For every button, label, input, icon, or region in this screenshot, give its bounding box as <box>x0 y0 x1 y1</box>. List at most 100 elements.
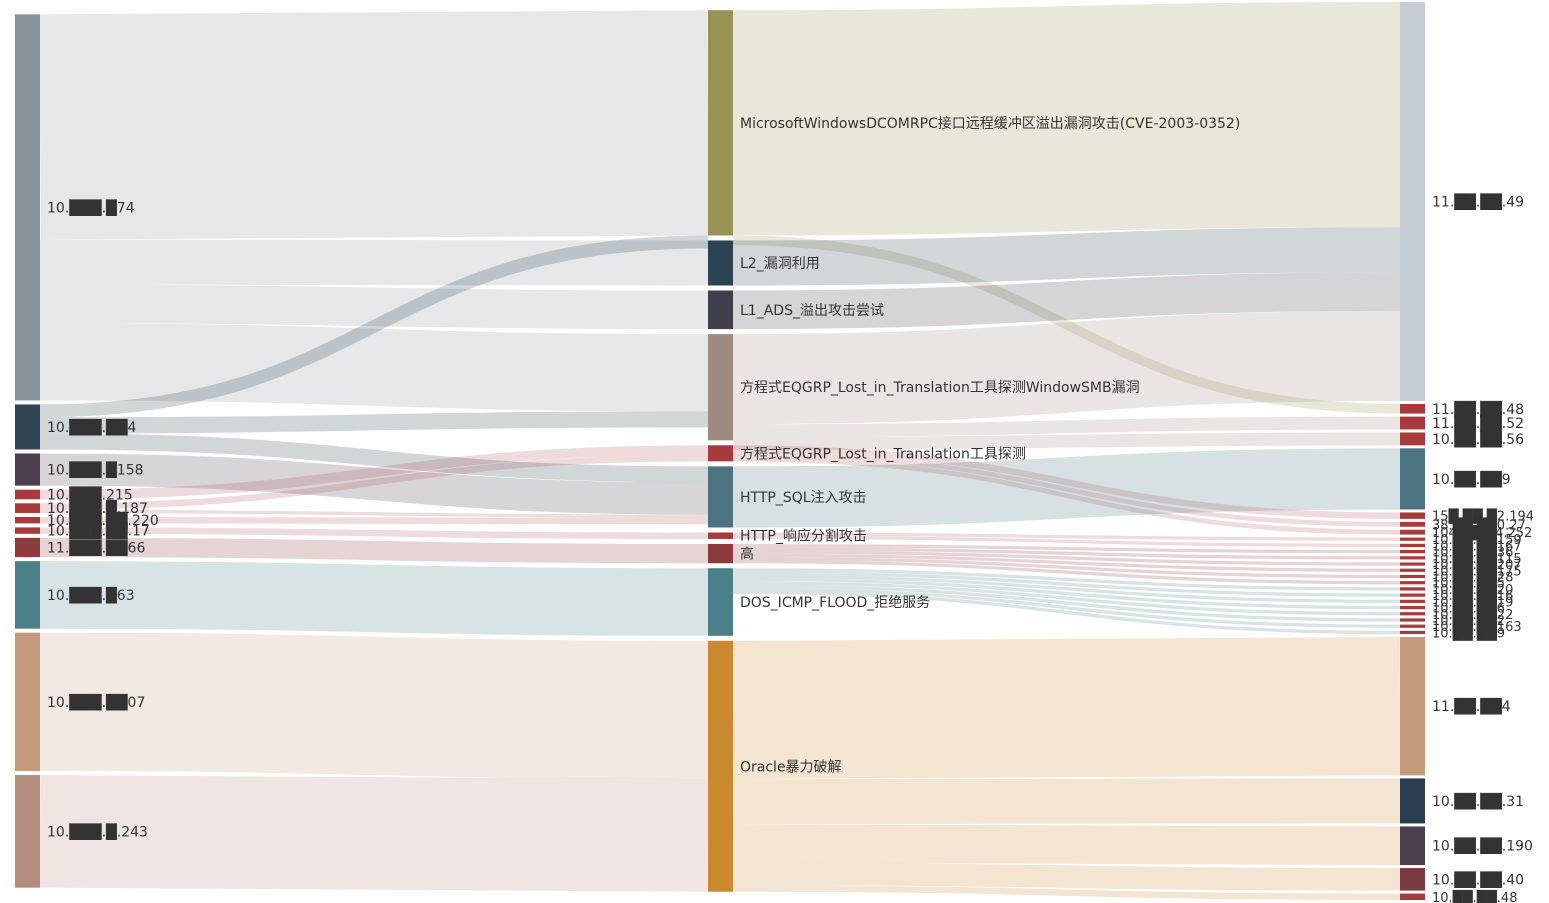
sankey-link-m6-d9 <box>732 535 1401 547</box>
sankey-link-m3-d0 <box>732 310 1401 425</box>
sankey-node-m4[interactable] <box>708 445 733 462</box>
sankey-node-d1[interactable] <box>1400 403 1425 414</box>
sankey-link-m9-d24 <box>732 637 1401 780</box>
sankey-link-s1-m3 <box>39 411 709 434</box>
sankey-link-s0-m0 <box>39 10 709 240</box>
sankey-node-label-d15: 10.██.██5 <box>1432 575 1505 592</box>
sankey-node-label-d14: 10.██.██28 <box>1432 568 1513 585</box>
sankey-node-m7[interactable] <box>708 543 733 564</box>
sankey-node-s6[interactable] <box>15 527 40 534</box>
sankey-node-label-d6: 38.██.██0.27 <box>1432 516 1526 533</box>
sankey-node-m5[interactable] <box>708 466 733 528</box>
sankey-link-m4-d7 <box>732 456 1401 535</box>
sankey-link-m7-d14 <box>732 556 1401 579</box>
sankey-node-d5[interactable] <box>1400 512 1425 519</box>
sankey-node-label-s2: 10.███.█158 <box>47 461 144 479</box>
sankey-node-s9[interactable] <box>15 632 40 772</box>
sankey-node-d16[interactable] <box>1400 587 1425 591</box>
sankey-node-label-d16: 10.██.██20 <box>1432 581 1513 598</box>
sankey-node-m0[interactable] <box>708 10 733 236</box>
sankey-link-s7-m7 <box>39 537 709 564</box>
sankey-node-d27[interactable] <box>1400 868 1425 891</box>
sankey-node-d10[interactable] <box>1400 550 1425 554</box>
sankey-node-m1[interactable] <box>708 240 733 286</box>
sankey-node-label-d23: 10.██.██9 <box>1432 624 1505 641</box>
sankey-node-d2[interactable] <box>1400 416 1425 430</box>
sankey-node-m2[interactable] <box>708 290 733 330</box>
sankey-node-s10[interactable] <box>15 775 40 888</box>
sankey-node-d12[interactable] <box>1400 562 1425 566</box>
sankey-link-m4-d6 <box>732 451 1401 527</box>
sankey-node-s8[interactable] <box>15 561 40 629</box>
sankey-node-d17[interactable] <box>1400 593 1425 597</box>
sankey-node-s1[interactable] <box>15 404 40 450</box>
sankey-node-label-s6: 10.███.██.17 <box>47 522 150 540</box>
sankey-node-d15[interactable] <box>1400 581 1425 585</box>
sankey-link-m8-d23 <box>732 590 1401 635</box>
sankey-link-m8-d17 <box>732 571 1401 597</box>
sankey-node-s2[interactable] <box>15 453 40 486</box>
sankey-node-d13[interactable] <box>1400 568 1425 572</box>
links-layer <box>39 2 1401 901</box>
sankey-node-d11[interactable] <box>1400 556 1425 560</box>
sankey-node-d18[interactable] <box>1400 599 1425 603</box>
sankey-node-d4[interactable] <box>1400 448 1425 510</box>
labels-layer: 10.███.█74 10.███.██4 10.███.█158 10.███.21… <box>47 115 1534 903</box>
sankey-link-s4-m4 <box>39 454 709 510</box>
sankey-node-s7[interactable] <box>15 537 40 558</box>
sankey-node-d28[interactable] <box>1400 893 1425 900</box>
sankey-node-label-m0: MicrosoftWindowsDCOMRPC接口远程缓冲区溢出漏洞攻击(CVE… <box>740 115 1240 132</box>
sankey-link-m8-d18 <box>732 574 1401 603</box>
sankey-link-m8-d22 <box>732 587 1401 628</box>
sankey-link-m7-d11 <box>732 547 1401 560</box>
sankey-node-label-d24: 11.██.██4 <box>1432 697 1511 715</box>
sankey-node-s4[interactable] <box>15 503 40 513</box>
sankey-node-label-d8: 10.██.██159 <box>1432 531 1522 548</box>
sankey-node-d7[interactable] <box>1400 529 1425 535</box>
sankey-link-m1-d0 <box>732 227 1401 286</box>
sankey-node-d23[interactable] <box>1400 630 1425 635</box>
sankey-node-d20[interactable] <box>1400 612 1425 616</box>
sankey-node-m8[interactable] <box>708 568 733 636</box>
sankey-link-m9-d27 <box>732 862 1401 891</box>
sankey-link-s9-m9 <box>39 632 709 780</box>
sankey-node-label-d7: 104.██.█4.252 <box>1432 524 1532 541</box>
sankey-link-s5-m5 <box>39 516 709 525</box>
sankey-node-label-d1: 11.██.██.48 <box>1432 400 1524 418</box>
sankey-node-s3[interactable] <box>15 489 40 500</box>
sankey-node-m3[interactable] <box>708 334 733 441</box>
sankey-node-d14[interactable] <box>1400 574 1425 579</box>
sankey-node-s0[interactable] <box>15 14 40 401</box>
sankey-node-label-d19: 10.██.██6 <box>1432 600 1505 617</box>
sankey-link-m8-d21 <box>732 584 1401 622</box>
sankey-link-m9-d25 <box>732 778 1401 825</box>
sankey-node-s5[interactable] <box>15 516 40 524</box>
sankey-link-s8-m8 <box>39 561 709 636</box>
sankey-link-m3-d3 <box>732 432 1401 450</box>
sankey-node-label-s10: 10.███.█.243 <box>47 822 148 840</box>
sankey-node-m6[interactable] <box>708 532 733 539</box>
sankey-node-d22[interactable] <box>1400 624 1425 628</box>
sankey-node-label-m2: L1_ADS_溢出攻击尝试 <box>740 303 884 319</box>
sankey-node-label-s5: 10.███.██.220 <box>47 511 159 529</box>
sankey-node-label-d18: 10.██.██19 <box>1432 593 1513 610</box>
sankey-node-d26[interactable] <box>1400 826 1425 866</box>
sankey-node-label-m1: L2_漏洞利用 <box>740 256 820 272</box>
sankey-link-s1-m5 <box>39 433 709 483</box>
sankey-node-d6[interactable] <box>1400 521 1425 527</box>
sankey-node-d24[interactable] <box>1400 637 1425 776</box>
sankey-node-d3[interactable] <box>1400 432 1425 446</box>
sankey-node-d0[interactable] <box>1400 2 1425 401</box>
sankey-link-m8-d19 <box>732 577 1401 610</box>
sankey-node-d8[interactable] <box>1400 537 1425 541</box>
sankey-node-m9[interactable] <box>708 640 733 892</box>
sankey-node-label-s8: 10.███.█63 <box>47 586 135 604</box>
sankey-link-m9-d26 <box>732 824 1401 866</box>
sankey-node-d19[interactable] <box>1400 605 1425 610</box>
sankey-node-d9[interactable] <box>1400 543 1425 547</box>
sankey-node-label-d0: 11.██.██.49 <box>1432 192 1524 210</box>
sankey-node-d25[interactable] <box>1400 778 1425 824</box>
sankey-node-label-d10: 10.██.██36 <box>1432 544 1513 561</box>
sankey-node-d21[interactable] <box>1400 618 1425 622</box>
sankey-node-label-d2: 11.██.██.52 <box>1432 414 1524 432</box>
